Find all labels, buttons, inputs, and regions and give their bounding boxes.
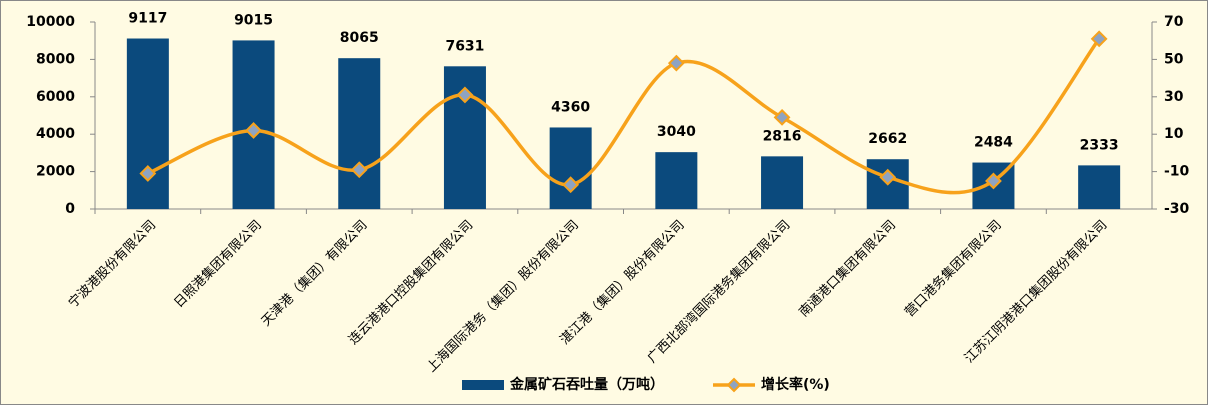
bar [761,156,804,209]
legend-swatch [462,380,504,390]
marker [350,161,368,179]
value-label: 2484 [974,135,1013,151]
y-tick-label: 6000 [36,89,75,105]
y-tick-label: 8000 [36,51,75,67]
marker [139,165,157,182]
legend-swatch [726,377,742,393]
marker [562,176,580,194]
marker [456,86,474,104]
value-label: 2662 [868,131,907,147]
bar [338,58,381,209]
marker [667,54,685,72]
bar [1078,165,1121,209]
bar [655,152,698,209]
y-tick-label: 0 [65,201,75,217]
marker [773,108,791,126]
y2-tick-label: 10 [1164,126,1184,142]
value-label: 3040 [657,124,696,140]
y-tick-label: 2000 [36,164,75,180]
y-tick-label: 10000 [26,14,75,30]
bar [126,38,169,209]
y2-tick-label: -10 [1164,164,1190,180]
value-label: 8065 [340,30,379,46]
bar [549,127,592,209]
y-tick-label: 4000 [36,126,75,142]
legend-label: 金属矿石吞吐量（万吨） [509,376,664,393]
y2-tick-label: 70 [1164,14,1184,30]
value-label: 2816 [763,128,802,144]
marker [245,122,262,139]
legend-label: 增长率(%) [761,376,830,393]
y2-tick-label: 50 [1164,51,1184,67]
marker [1090,30,1108,48]
value-label: 9117 [128,11,167,27]
value-label: 4360 [551,99,590,115]
line [147,37,1101,195]
value-label: 2333 [1080,137,1119,153]
marker [879,168,897,186]
marker [985,172,1002,190]
y2-tick-label: -30 [1164,201,1190,217]
value-label: 9015 [234,12,273,28]
value-label: 7631 [445,38,484,54]
y2-tick-label: 30 [1164,89,1184,105]
